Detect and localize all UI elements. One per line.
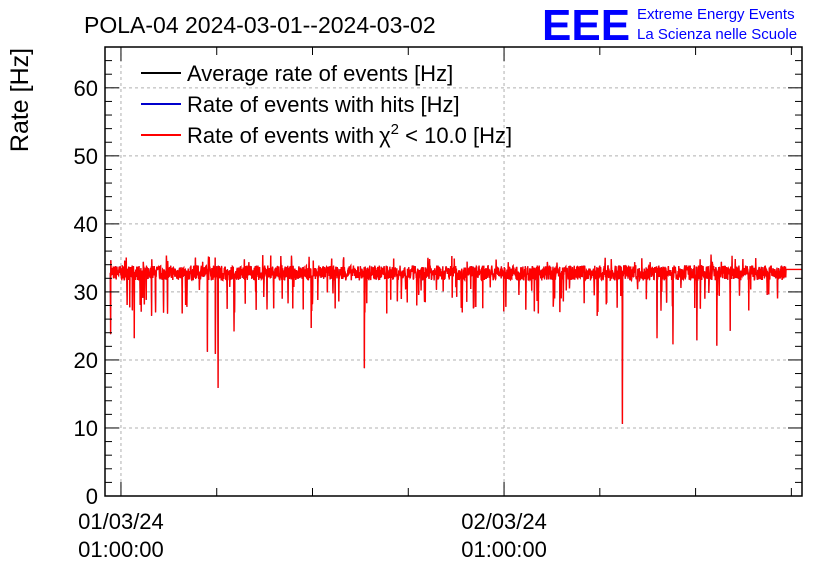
y-tick-label: 60 [74, 76, 98, 101]
plot-frame [104, 46, 803, 497]
chart-title: POLA-04 2024-03-01--2024-03-02 [84, 12, 436, 38]
y-tick-label: 0 [86, 484, 98, 509]
eee-logo: EEE Extreme Energy Events La Scienza nel… [542, 1, 797, 50]
x-tick-time-label: 01:00:00 [461, 537, 547, 562]
series-layer [109, 254, 802, 424]
y-tick-label: 10 [74, 416, 98, 441]
brand-line-2: La Scienza nelle Scuole [637, 26, 797, 43]
y-axis-label: Rate [Hz] [6, 48, 34, 152]
legend-entry-3: Rate of events with χ2 < 10.0 [Hz] [187, 121, 512, 148]
x-tick-date-label: 02/03/24 [461, 509, 547, 534]
y-tick-label: 40 [74, 212, 98, 237]
x-tick-date-label: 01/03/24 [78, 509, 164, 534]
brand-line-1: Extreme Energy Events [637, 6, 795, 23]
legend: Average rate of events [Hz] Rate of event… [141, 61, 512, 148]
y-tick-label: 20 [74, 348, 98, 373]
axes: 0 10 20 30 40 50 60 01/03/24 01:00:00 02/03/24 01:… [74, 46, 802, 562]
eee-logo-text: EEE [542, 1, 630, 50]
y-tick-label: 30 [74, 280, 98, 305]
y-tick-label: 50 [74, 144, 98, 169]
x-tick-time-label: 01:00:00 [78, 537, 164, 562]
series-line-3 [109, 254, 802, 424]
legend-entry-1: Average rate of events [Hz] [187, 61, 453, 86]
legend-entry-2: Rate of events with hits [Hz] [187, 92, 460, 117]
